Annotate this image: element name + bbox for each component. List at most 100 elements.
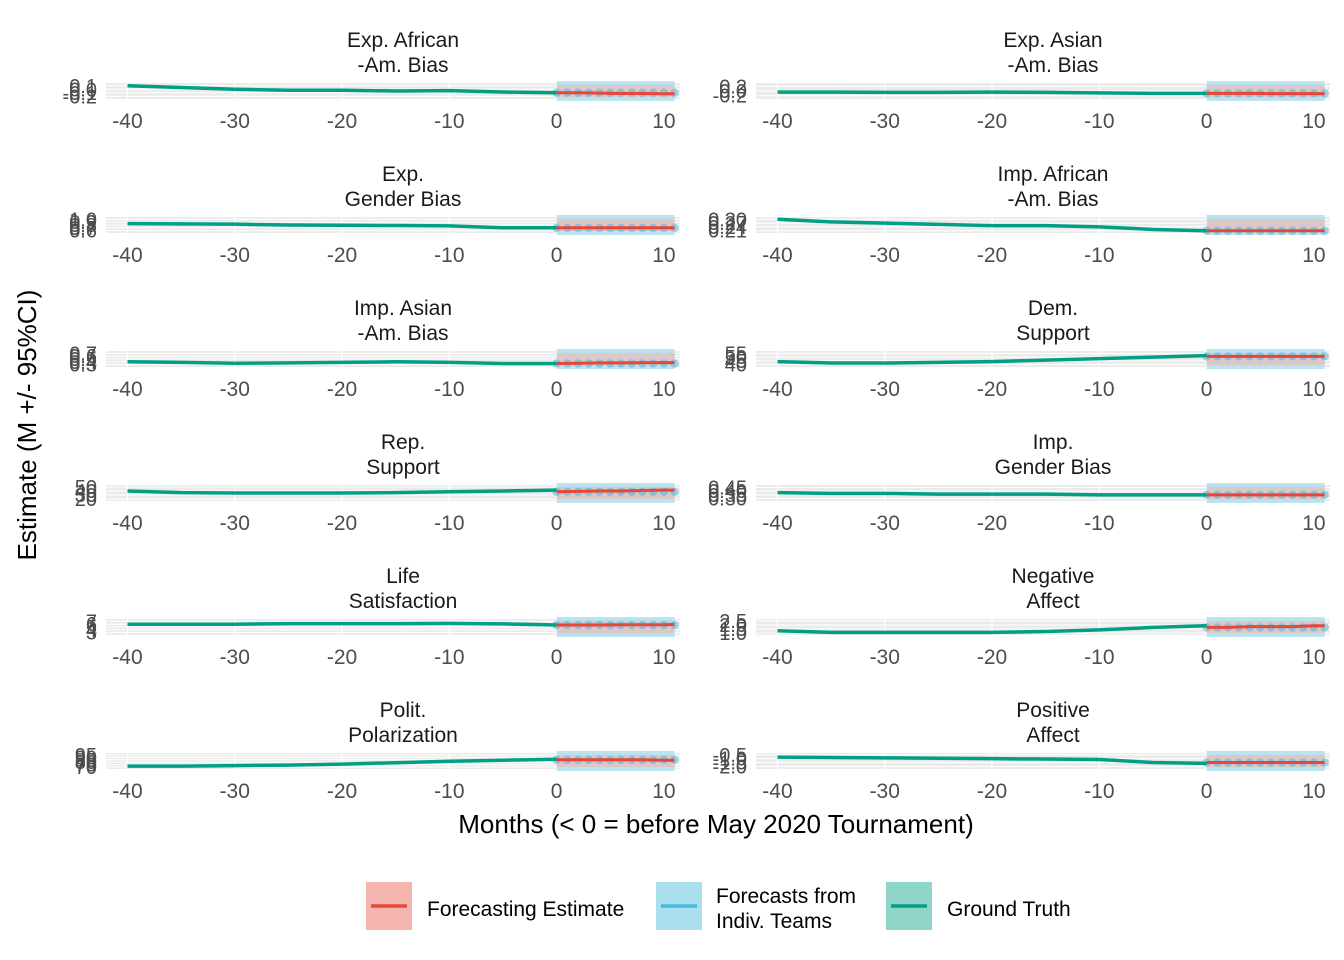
- x-tick-label: 0: [551, 512, 563, 535]
- y-tick-label: 5: [86, 617, 97, 639]
- y-tick-label: 6: [86, 614, 97, 636]
- y-tick-label: 80: [75, 752, 97, 774]
- legend-label: Forecasts from: [716, 885, 856, 908]
- y-tick-label: 0.30: [708, 209, 747, 231]
- forecast-line: [1206, 624, 1325, 629]
- y-tick-label: -0.5: [713, 745, 747, 767]
- x-tick-label: -10: [1084, 780, 1114, 803]
- panel-title: Satisfaction: [349, 590, 458, 613]
- panel-title: Affect: [1026, 724, 1079, 747]
- x-tick-label: -40: [112, 244, 142, 267]
- x-tick-label: 0: [551, 646, 563, 669]
- panel-title: Life: [386, 565, 420, 588]
- x-tick-label: 10: [1302, 780, 1325, 803]
- y-tick-label: 1.0: [69, 209, 97, 231]
- x-tick-label: -20: [977, 646, 1007, 669]
- x-tick-label: -20: [977, 780, 1007, 803]
- x-tick-label: -20: [327, 378, 357, 401]
- forecast-line: [556, 622, 675, 627]
- ground-truth-line: [127, 84, 557, 95]
- panel-title: Gender Bias: [345, 188, 462, 211]
- x-tick-label: 0: [1201, 646, 1213, 669]
- x-tick-label: -30: [870, 378, 900, 401]
- panel-title: Rep.: [381, 431, 425, 454]
- y-tick-label: 3: [86, 623, 97, 645]
- x-tick-label: -20: [977, 378, 1007, 401]
- ground-truth-line: [777, 353, 1207, 365]
- panel-title: Positive: [1016, 699, 1090, 722]
- ground-truth-line: [127, 221, 557, 230]
- ground-truth-line: [777, 90, 1207, 96]
- ground-truth-line: [777, 755, 1207, 766]
- legend-label: Ground Truth: [947, 898, 1071, 921]
- forecast-line: [556, 91, 675, 96]
- x-tick-label: -10: [434, 110, 464, 133]
- y-tick-label: 0.24: [708, 217, 747, 239]
- x-tick-label: 0: [1201, 244, 1213, 267]
- y-tick-label: 70: [75, 757, 97, 779]
- x-tick-label: -40: [762, 646, 792, 669]
- x-tick-label: 10: [1302, 378, 1325, 401]
- x-tick-label: -20: [977, 110, 1007, 133]
- x-tick-label: -40: [112, 110, 142, 133]
- y-tick-label: 1.5: [719, 619, 747, 641]
- x-tick-label: -20: [977, 244, 1007, 267]
- y-tick-label: 0.9: [69, 212, 97, 234]
- y-tick-label: 40: [725, 355, 747, 377]
- x-axis-title: Months (< 0 = before May 2020 Tournament…: [458, 809, 973, 839]
- y-tick-label: 50: [725, 347, 747, 369]
- y-tick-label: 0.0: [719, 81, 747, 103]
- x-tick-label: -40: [112, 378, 142, 401]
- y-tick-label: 90: [75, 747, 97, 769]
- x-tick-label: -10: [1084, 646, 1114, 669]
- y-tick-label: 0.35: [708, 485, 747, 507]
- x-tick-label: -40: [112, 646, 142, 669]
- y-tick-label: 50: [75, 477, 97, 499]
- x-tick-label: -10: [1084, 244, 1114, 267]
- x-tick-label: 10: [652, 378, 675, 401]
- panel-title: Polit.: [380, 699, 427, 722]
- y-tick-label: 0.30: [708, 489, 747, 511]
- panel-title: Support: [366, 456, 440, 479]
- panel-title: -Am. Bias: [1007, 54, 1098, 77]
- y-tick-label: 0.45: [708, 477, 747, 499]
- y-tick-label: 0.0: [69, 79, 97, 101]
- x-tick-label: -20: [327, 512, 357, 535]
- x-tick-label: 10: [652, 244, 675, 267]
- y-tick-label: 0.3: [69, 355, 97, 377]
- x-tick-label: -20: [327, 646, 357, 669]
- panel: Exp. Asian-Am. Bias 0.20.0-0.2 -40 -30 -20 -1…: [713, 29, 1330, 133]
- x-tick-label: -40: [762, 110, 792, 133]
- x-tick-label: -30: [220, 780, 250, 803]
- panel: Exp. African-Am. Bias 0.10.0-0.1-0.2 -40 -3…: [63, 29, 680, 133]
- x-tick-label: -10: [1084, 378, 1114, 401]
- y-tick-label: 85: [75, 750, 97, 772]
- ground-truth-line: [127, 757, 557, 768]
- x-tick-label: 0: [551, 780, 563, 803]
- y-tick-label: 2.5: [719, 611, 747, 633]
- panel-title: -Am. Bias: [1007, 188, 1098, 211]
- y-tick-label: 2.0: [719, 615, 747, 637]
- y-tick-label: 40: [75, 481, 97, 503]
- panel-title: Exp.: [382, 163, 424, 186]
- x-tick-label: -30: [870, 244, 900, 267]
- x-tick-label: 0: [1201, 512, 1213, 535]
- panel: Exp.Gender Bias 1.00.90.80.70.6 -40 -30 -20 -…: [69, 163, 680, 267]
- x-tick-label: -10: [434, 512, 464, 535]
- y-tick-label: 0.7: [69, 343, 97, 365]
- y-tick-label: 0.40: [708, 481, 747, 503]
- y-tick-label: -1.5: [713, 753, 747, 775]
- y-tick-label: -2.0: [713, 756, 747, 778]
- x-tick-label: -30: [870, 512, 900, 535]
- y-tick-label: -1.0: [713, 749, 747, 771]
- x-tick-label: -40: [112, 780, 142, 803]
- x-tick-label: -40: [762, 244, 792, 267]
- panel-title: Support: [1016, 322, 1090, 345]
- legend-label: Forecasting Estimate: [427, 898, 624, 921]
- legend-label: Indiv. Teams: [716, 910, 832, 933]
